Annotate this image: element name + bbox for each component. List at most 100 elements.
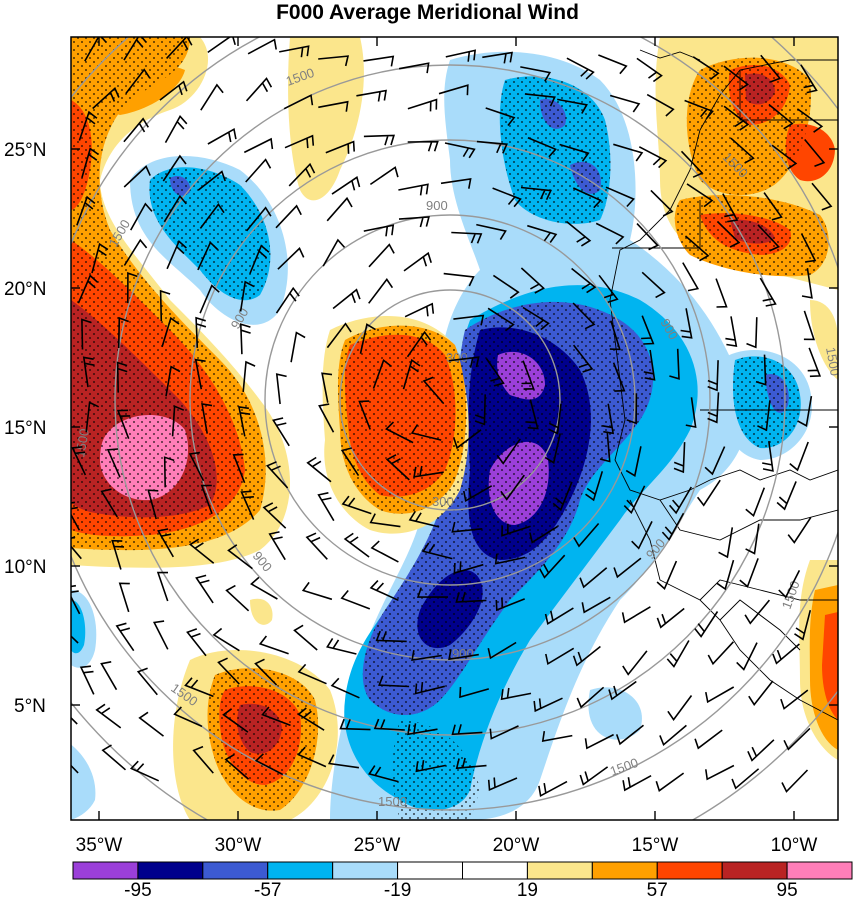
colorbar-swatch — [591, 861, 658, 880]
ring-label-1500-right: 1500 — [823, 346, 843, 377]
wind-barb — [101, 744, 127, 771]
wind-barb — [404, 302, 435, 318]
wind-barb — [416, 587, 448, 598]
wind-barb — [783, 727, 811, 751]
wind-barb — [581, 596, 611, 614]
wind-barb — [385, 454, 410, 481]
wind-barb — [686, 183, 714, 208]
colorbar-label: -19 — [384, 880, 411, 900]
wind-barb — [305, 532, 328, 560]
wind-barb — [129, 760, 160, 782]
plot-frame — [70, 36, 839, 821]
wind-barb — [403, 251, 432, 272]
wind-barb — [207, 37, 236, 54]
wind-barb — [341, 495, 372, 515]
wind-barb — [485, 358, 505, 387]
wind-barb — [613, 143, 644, 162]
wind-barb — [548, 403, 562, 435]
wind-barb — [157, 528, 174, 558]
wind-barb — [283, 94, 314, 110]
wind-barb — [487, 307, 515, 332]
wind-barb — [318, 403, 335, 433]
wind-barb — [463, 485, 493, 503]
wind-barb — [521, 360, 535, 390]
wind-barb — [288, 162, 316, 187]
colorbar-label: 95 — [777, 880, 798, 900]
wind-barb — [165, 365, 181, 397]
wind-barb — [192, 745, 214, 774]
wind-barb — [402, 358, 421, 390]
wind-barb — [161, 316, 180, 348]
lon-label-20w: 20°W — [493, 835, 540, 856]
wind-barb — [476, 140, 508, 154]
wind-barb — [239, 323, 251, 355]
wind-barb — [755, 354, 767, 386]
wind-barb — [358, 400, 371, 430]
wind-barb — [84, 37, 107, 62]
wind-barb — [612, 362, 626, 392]
latitude-labels: 25°N 20°N 15°N 10°N 5°N — [4, 140, 46, 717]
wind-barb — [199, 203, 225, 229]
wind-barb — [453, 314, 485, 326]
wind-barb — [704, 446, 726, 476]
wind-barb — [275, 204, 302, 229]
wind-barbs — [71, 37, 833, 798]
wind-barb — [780, 689, 809, 710]
colorbar-swatch — [137, 861, 204, 880]
wind-barb — [359, 323, 376, 354]
wind-barb — [500, 474, 525, 501]
wind-barb — [707, 641, 734, 666]
wind-barb — [739, 558, 759, 588]
wind-barb — [598, 54, 628, 75]
wind-barb — [557, 98, 588, 114]
wind-barb — [245, 158, 272, 183]
wind-barb — [811, 182, 833, 211]
wind-barb — [375, 630, 407, 643]
wind-barb — [222, 708, 249, 733]
wind-barb — [81, 147, 99, 178]
wind-barb — [363, 55, 395, 67]
colorbar-swatch — [526, 861, 593, 880]
wind-barb — [669, 348, 680, 380]
wind-barb — [763, 192, 783, 221]
wind-barb — [772, 643, 800, 665]
wind-barb — [212, 627, 240, 652]
wind-barb — [495, 597, 525, 612]
wind-barb — [301, 581, 333, 601]
colorbar-label: 19 — [517, 880, 538, 900]
longitude-labels: 35°W 30°W 25°W 20°W 15°W 10°W — [76, 835, 818, 856]
wind-barb — [152, 620, 169, 650]
wind-barb — [411, 650, 442, 661]
wind-barb — [625, 446, 642, 477]
wind-barb — [650, 189, 674, 217]
wind-barb — [615, 724, 644, 746]
wind-barb — [476, 223, 507, 241]
colorbar-swatch — [721, 861, 788, 880]
wind-barb — [195, 574, 214, 604]
wind-barb — [123, 165, 151, 188]
wind-barb — [559, 143, 590, 162]
wind-barb — [138, 711, 164, 737]
wind-barb — [797, 395, 813, 427]
lon-label-35w: 35°W — [76, 835, 123, 856]
wind-barb — [321, 372, 333, 403]
wind-barb — [363, 224, 395, 237]
wind-barb — [482, 51, 513, 64]
colorbar-swatch — [656, 861, 723, 880]
wind-barb — [684, 99, 714, 120]
wind-barb — [621, 606, 651, 624]
wind-barb — [768, 103, 794, 130]
wind-barb — [398, 183, 429, 196]
wind-barb — [707, 392, 720, 424]
wind-barb — [800, 233, 817, 263]
wind-barb — [368, 765, 399, 783]
wind-barb — [572, 302, 596, 330]
wind-barb — [318, 55, 350, 67]
wind-barb — [684, 235, 710, 262]
wind-barb — [552, 481, 573, 512]
wind-barb — [414, 682, 445, 695]
wind-barb — [641, 271, 666, 299]
wind-barb — [804, 138, 826, 167]
wind-barb — [526, 399, 539, 430]
wind-barb — [284, 134, 315, 149]
